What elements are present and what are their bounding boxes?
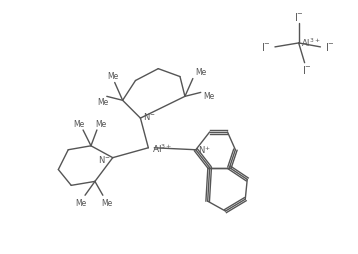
Text: Al$^{3+}$: Al$^{3+}$ bbox=[301, 37, 320, 49]
Text: N$^{+}$: N$^{+}$ bbox=[198, 144, 211, 156]
Text: Me: Me bbox=[203, 92, 214, 101]
Text: Me: Me bbox=[95, 120, 106, 129]
Text: Al$^{3+}$: Al$^{3+}$ bbox=[152, 142, 173, 155]
Text: N$^{-}$: N$^{-}$ bbox=[98, 154, 111, 165]
Text: I$^{-}$: I$^{-}$ bbox=[325, 41, 335, 53]
Text: Me: Me bbox=[73, 120, 85, 129]
Text: N$^{-}$: N$^{-}$ bbox=[144, 111, 156, 122]
Text: Me: Me bbox=[107, 72, 118, 81]
Text: Me: Me bbox=[97, 98, 108, 107]
Text: I$^{-}$: I$^{-}$ bbox=[261, 41, 271, 53]
Text: Me: Me bbox=[101, 199, 112, 208]
Text: I$^{-}$: I$^{-}$ bbox=[301, 64, 311, 76]
Text: Me: Me bbox=[195, 68, 206, 77]
Text: Me: Me bbox=[76, 199, 87, 208]
Text: I$^{-}$: I$^{-}$ bbox=[294, 11, 304, 23]
